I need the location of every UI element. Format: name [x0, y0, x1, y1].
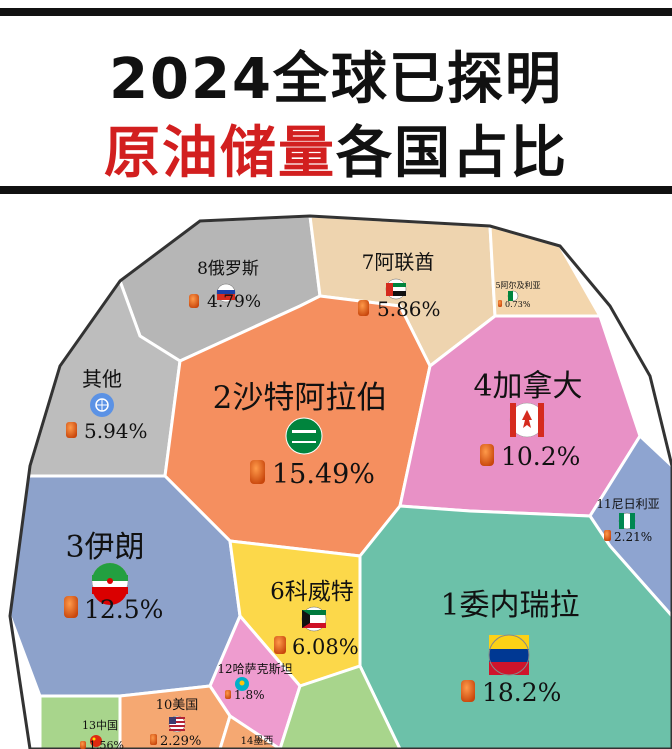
- title-line-2: 原油储量各国占比: [0, 108, 672, 189]
- title-red-part: 原油储量: [104, 121, 336, 186]
- label-venezuela: 1委内瑞拉: [440, 588, 579, 623]
- cell-mexico: [217, 713, 285, 749]
- label-kazakhstan: 12哈萨克斯坦: [217, 662, 292, 676]
- russia-flag-icon: [216, 283, 236, 303]
- voronoi-chart: 8俄罗斯 4.79% 7阿联酋 5.86% 5阿尔及利亚 0.73% 其他 5.…: [8, 214, 672, 749]
- un-flag-icon: [90, 393, 114, 417]
- value-usa: 2.29%: [160, 734, 201, 749]
- cell-china: [38, 694, 122, 749]
- kuwait-flag-icon: [301, 606, 327, 632]
- oil-barrel-icon: [66, 422, 77, 438]
- iran-flag-icon: [91, 562, 129, 605]
- chart-outline: [8, 214, 672, 749]
- oil-barrel-icon: [480, 444, 494, 466]
- value-kuwait: 6.08%: [292, 635, 359, 659]
- label-algeria: 5阿尔及利亚: [495, 280, 540, 290]
- label-uae: 7阿联酋: [362, 250, 435, 274]
- usa-flag-icon: [168, 715, 186, 733]
- oil-barrel-icon: [498, 300, 502, 307]
- label-russia: 8俄罗斯: [197, 259, 259, 279]
- label-kuwait: 6科威特: [270, 579, 354, 605]
- title-black-part: 各国占比: [336, 121, 568, 186]
- oil-barrel-icon: [225, 690, 231, 699]
- header: 2024全球已探明 原油储量各国占比: [0, 0, 672, 196]
- value-uae: 5.86%: [377, 297, 441, 321]
- value-saudi: 15.49%: [272, 459, 375, 490]
- saudi-flag-icon: [285, 417, 323, 455]
- oil-barrel-icon: [604, 530, 611, 541]
- label-canada: 4加拿大: [473, 369, 582, 404]
- china-flag-icon: [90, 735, 102, 747]
- value-china: 1.56%: [89, 739, 124, 749]
- kazakhstan-flag-icon: [235, 677, 249, 691]
- oil-barrel-icon: [358, 300, 369, 316]
- nigeria-flag-icon: [618, 512, 636, 530]
- title-line-1: 2024全球已探明: [109, 47, 563, 112]
- oil-barrel-icon: [274, 636, 286, 654]
- value-nigeria: 2.21%: [614, 530, 652, 544]
- value-other: 5.94%: [84, 419, 148, 443]
- value-venezuela: 18.2%: [482, 678, 561, 707]
- value-iran: 12.5%: [84, 595, 163, 624]
- label-saudi: 2沙特阿拉伯: [213, 380, 388, 416]
- value-kazakhstan: 1.8%: [234, 688, 265, 702]
- oil-barrel-icon: [189, 294, 199, 308]
- label-usa: 10美国: [156, 698, 199, 713]
- value-algeria: 0.73%: [505, 300, 531, 309]
- venezuela-flag-icon: [488, 634, 530, 676]
- top-rule: [0, 8, 672, 16]
- label-china: 13中国: [82, 719, 118, 732]
- label-iran: 3伊朗: [65, 530, 144, 565]
- canada-flag-icon: [509, 402, 545, 438]
- bottom-rule: [0, 186, 672, 194]
- oil-barrel-icon: [64, 596, 78, 618]
- uae-flag-icon: [385, 278, 407, 300]
- oil-barrel-icon: [250, 460, 265, 484]
- label-mexico: 14墨西: [241, 735, 274, 747]
- value-canada: 10.2%: [501, 442, 580, 471]
- oil-barrel-icon: [461, 680, 475, 702]
- label-other: 其他: [82, 367, 122, 391]
- oil-barrel-icon: [150, 734, 157, 745]
- cell-green-bottom: [277, 664, 403, 749]
- algeria-flag-icon: [507, 290, 519, 302]
- label-nigeria: 11尼日利亚: [596, 497, 659, 511]
- oil-barrel-icon: [80, 741, 86, 749]
- value-russia: 4.79%: [207, 292, 261, 312]
